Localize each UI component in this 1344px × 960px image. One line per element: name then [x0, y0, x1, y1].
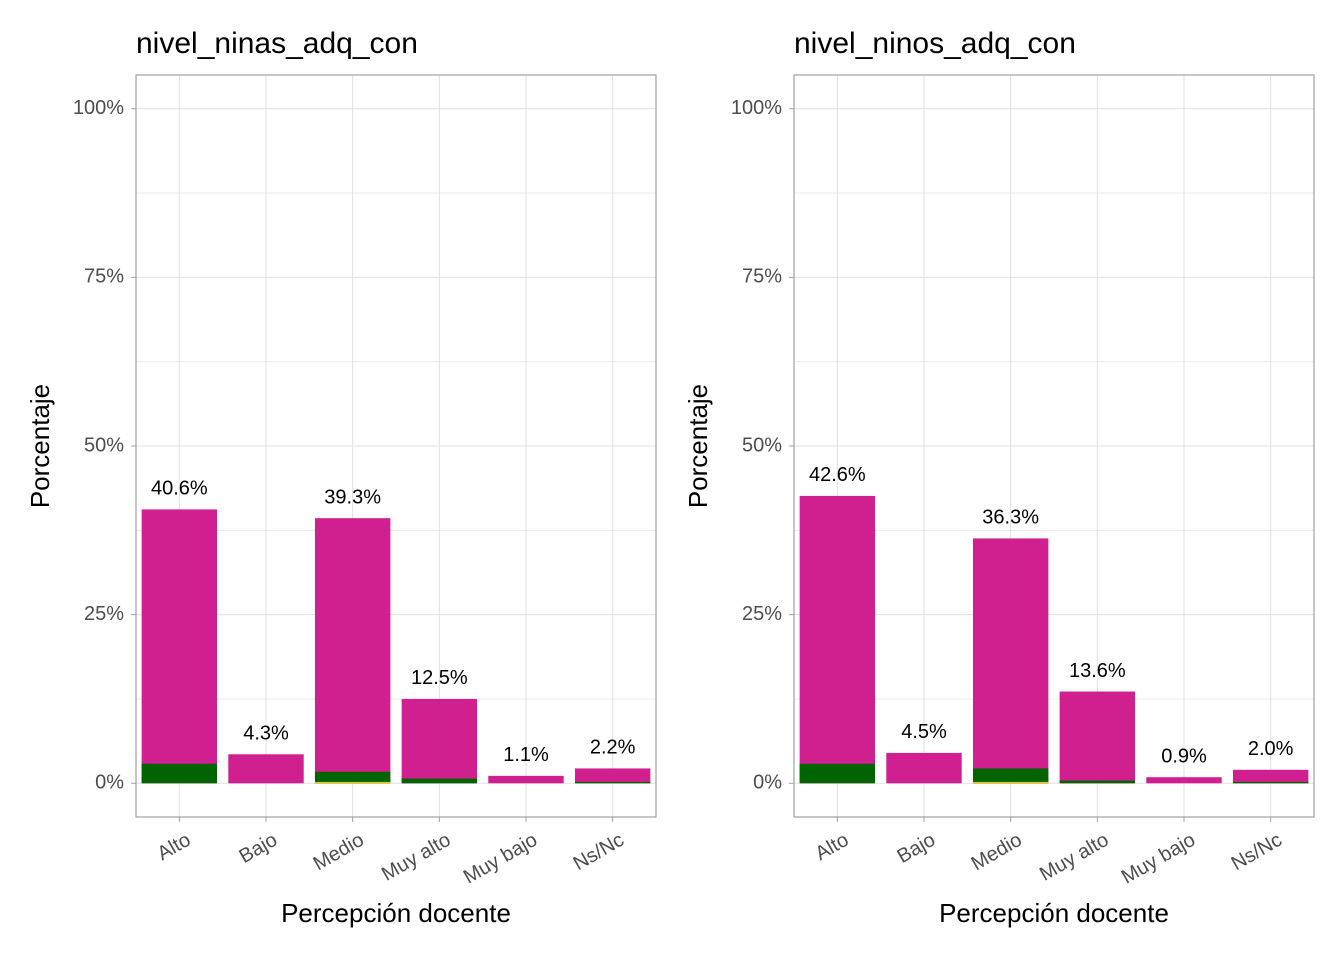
bar [799, 763, 876, 784]
value-label: 2.2% [590, 737, 636, 759]
plot-border [793, 74, 1315, 818]
plot-border [135, 74, 657, 818]
bar [1146, 777, 1222, 784]
x-axis-title: Percepción docente [281, 898, 511, 928]
x-tick-label: Bajo [893, 829, 939, 868]
x-tick-label: Medio [968, 829, 1026, 875]
value-label: 12.5% [411, 667, 468, 689]
x-axis-title: Percepción docente [939, 898, 1169, 928]
y-tick-label: 25% [742, 603, 782, 625]
value-label: 2.0% [1248, 738, 1294, 760]
bar [401, 778, 478, 784]
value-label: 42.6% [809, 464, 866, 486]
bar [886, 752, 962, 784]
x-tick-label: Muy alto [1036, 829, 1112, 886]
x-tick-label: Ns/Nc [1228, 829, 1286, 875]
bar [972, 768, 1049, 784]
bar [314, 771, 391, 784]
value-label: 0.9% [1161, 745, 1207, 767]
bar [1059, 691, 1136, 784]
y-tick-label: 0% [753, 772, 782, 794]
y-tick-label: 0% [95, 772, 124, 794]
bar [574, 781, 651, 784]
y-tick-label: 100% [731, 97, 782, 119]
bar [141, 763, 218, 784]
bar [488, 775, 564, 784]
bar [401, 698, 478, 784]
bar [141, 509, 218, 784]
bar [1232, 769, 1309, 784]
bar [574, 768, 651, 784]
value-label: 13.6% [1069, 660, 1126, 682]
chart-title: nivel_ninos_adq_con [794, 27, 1076, 60]
x-tick-label: Medio [310, 829, 368, 875]
x-tick-label: Alto [812, 829, 853, 865]
value-label: 36.3% [982, 507, 1039, 529]
x-tick-label: Alto [154, 829, 195, 865]
y-tick-label: 100% [73, 97, 124, 119]
x-tick-label: Ns/Nc [570, 829, 628, 875]
bar [972, 781, 1049, 784]
chart-title: nivel_ninas_adq_con [136, 27, 418, 60]
value-label: 39.3% [324, 486, 381, 508]
bar [799, 495, 876, 784]
x-tick-label: Muy alto [378, 829, 454, 886]
value-label: 4.3% [243, 723, 289, 745]
x-tick-label: Muy bajo [1118, 829, 1199, 889]
bar [972, 538, 1049, 784]
x-tick-label: Bajo [235, 829, 281, 868]
value-label: 40.6% [151, 478, 208, 500]
bar [314, 518, 391, 784]
bar [228, 754, 304, 784]
bar [1232, 781, 1309, 784]
value-label: 1.1% [503, 744, 549, 766]
y-tick-label: 75% [84, 266, 124, 288]
y-tick-label: 75% [742, 266, 782, 288]
value-label: 4.5% [901, 721, 947, 743]
y-tick-label: 50% [84, 434, 124, 456]
y-axis-title: Porcentaje [25, 384, 55, 508]
y-tick-label: 50% [742, 434, 782, 456]
x-tick-label: Muy bajo [460, 829, 541, 889]
y-axis-title: Porcentaje [683, 384, 713, 508]
y-tick-label: 25% [84, 603, 124, 625]
bar [314, 781, 391, 784]
bar [1059, 780, 1136, 784]
